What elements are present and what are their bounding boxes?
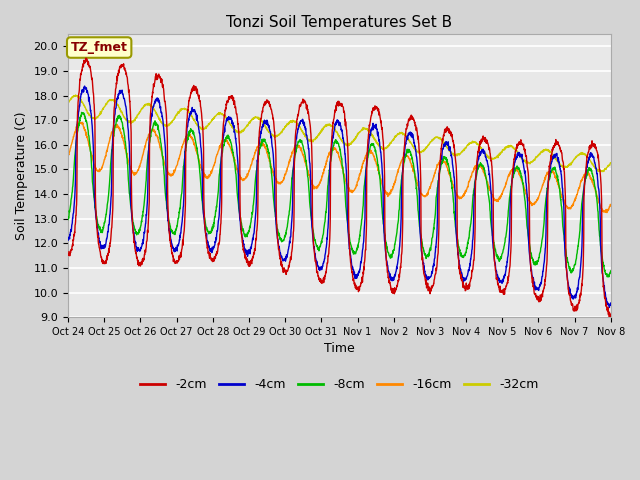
Text: TZ_fmet: TZ_fmet	[71, 41, 127, 54]
X-axis label: Time: Time	[324, 342, 355, 356]
Title: Tonzi Soil Temperatures Set B: Tonzi Soil Temperatures Set B	[227, 15, 452, 30]
Y-axis label: Soil Temperature (C): Soil Temperature (C)	[15, 111, 28, 240]
Legend: -2cm, -4cm, -8cm, -16cm, -32cm: -2cm, -4cm, -8cm, -16cm, -32cm	[135, 373, 543, 396]
